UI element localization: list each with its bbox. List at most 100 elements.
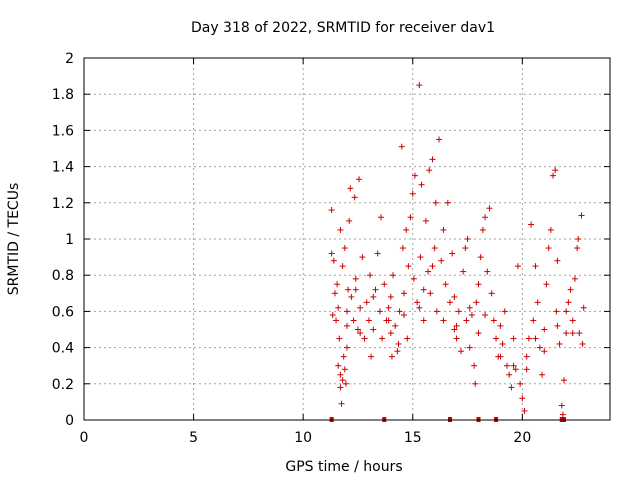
data-point	[403, 226, 410, 233]
data-point	[438, 257, 445, 264]
data-point	[466, 304, 473, 311]
data-point	[440, 226, 447, 233]
data-points	[328, 82, 587, 418]
data-point	[497, 322, 504, 329]
data-point	[460, 268, 467, 275]
data-point	[499, 340, 506, 347]
data-point	[442, 281, 449, 288]
data-point	[473, 299, 480, 306]
data-point	[328, 207, 335, 214]
data-point	[335, 362, 342, 369]
data-point	[493, 335, 500, 342]
data-point	[431, 245, 438, 252]
data-point	[418, 181, 425, 188]
data-point	[414, 299, 421, 306]
data-point	[392, 322, 399, 329]
data-point	[508, 384, 515, 391]
data-point	[528, 221, 535, 228]
data-point	[388, 353, 395, 360]
data-point	[400, 290, 407, 297]
chart-title: Day 318 of 2022, SRMTID for receiver dav…	[191, 20, 495, 36]
y-tick-label: 0.8	[52, 268, 74, 284]
data-point	[556, 340, 563, 347]
data-point	[475, 281, 482, 288]
data-point	[376, 308, 383, 315]
data-point	[409, 190, 416, 197]
data-point	[574, 245, 581, 252]
data-point	[571, 275, 578, 282]
data-point	[545, 245, 552, 252]
data-point	[457, 348, 464, 355]
data-point	[523, 353, 530, 360]
data-point	[521, 407, 528, 414]
data-point	[453, 322, 460, 329]
data-point	[563, 330, 570, 337]
data-point	[370, 293, 377, 300]
data-point	[420, 317, 427, 324]
data-point	[553, 308, 560, 315]
y-tick-label: 0.4	[52, 341, 74, 357]
data-point	[436, 136, 443, 143]
data-point	[539, 371, 546, 378]
data-point	[357, 330, 364, 337]
data-point	[578, 212, 585, 219]
data-point	[361, 335, 368, 342]
data-point	[340, 353, 347, 360]
data-point	[472, 380, 479, 387]
data-point	[440, 317, 447, 324]
grid	[84, 58, 610, 420]
data-point	[394, 348, 401, 355]
data-point	[453, 335, 460, 342]
data-point	[387, 330, 394, 337]
data-point	[374, 250, 381, 257]
data-point	[341, 245, 348, 252]
data-point	[365, 317, 372, 324]
y-tick-label: 0	[65, 413, 74, 429]
data-point	[447, 299, 454, 306]
data-point	[420, 286, 427, 293]
data-point	[510, 335, 517, 342]
y-axis-label: SRMTID / TECUs	[6, 183, 22, 296]
data-point	[541, 326, 548, 333]
data-point	[416, 304, 423, 311]
data-point	[407, 214, 414, 221]
data-point	[482, 214, 489, 221]
data-point	[501, 308, 508, 315]
data-point	[525, 335, 532, 342]
x-axis-label: GPS time / hours	[285, 459, 402, 475]
data-point	[404, 335, 411, 342]
data-point	[519, 395, 526, 402]
data-point	[569, 330, 576, 337]
y-tick-label: 0.2	[52, 377, 74, 393]
data-point	[449, 250, 456, 257]
data-point	[344, 308, 350, 315]
data-point	[356, 176, 363, 183]
data-point	[344, 344, 350, 351]
data-point	[563, 308, 570, 315]
data-point	[359, 254, 366, 261]
data-point	[484, 268, 491, 275]
data-point	[475, 330, 482, 337]
data-point	[416, 82, 423, 89]
data-point	[532, 335, 539, 342]
data-point	[372, 286, 379, 293]
data-point	[550, 172, 557, 179]
data-point	[335, 304, 342, 311]
data-point	[339, 263, 346, 270]
data-point	[477, 254, 484, 261]
data-point	[427, 290, 434, 297]
x-tick-label: 0	[80, 430, 89, 446]
data-point	[330, 257, 337, 264]
data-point	[429, 263, 436, 270]
data-point	[462, 245, 469, 252]
plot-frame	[83, 57, 611, 421]
data-point	[410, 275, 417, 282]
data-point	[514, 263, 521, 270]
data-point	[543, 281, 550, 288]
data-point	[506, 371, 513, 378]
data-point	[503, 362, 510, 369]
data-point	[328, 250, 335, 257]
data-point	[396, 308, 403, 315]
data-point	[339, 377, 346, 384]
